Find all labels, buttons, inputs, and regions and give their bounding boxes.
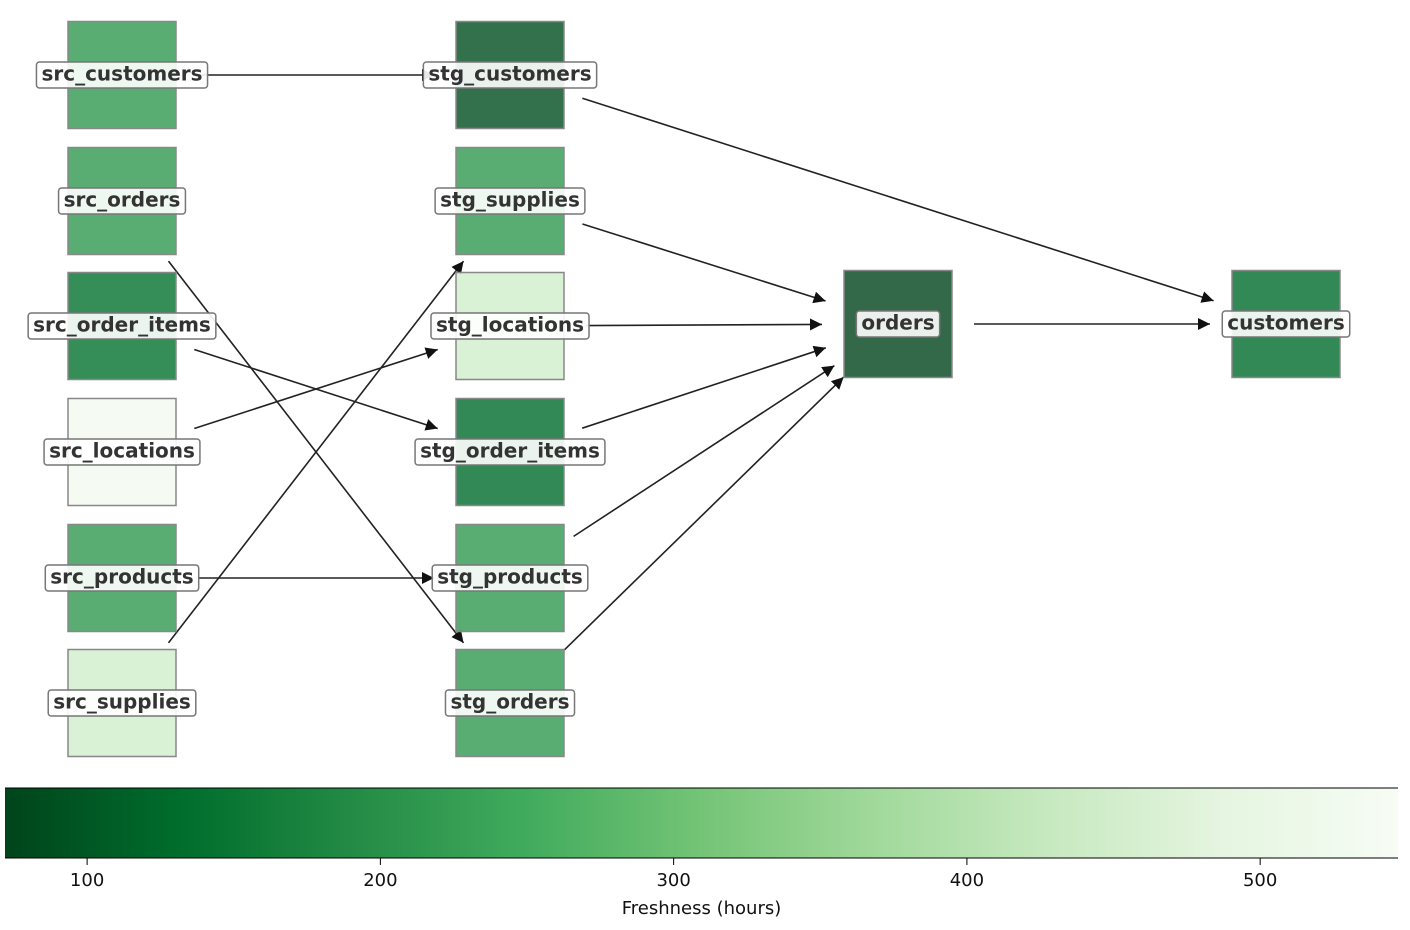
node-label-box bbox=[1221, 310, 1351, 338]
node-label-box bbox=[44, 564, 200, 592]
node-label: stg_supplies bbox=[440, 188, 580, 212]
node-label: stg_order_items bbox=[420, 439, 600, 463]
tick-label: 200 bbox=[363, 870, 397, 891]
edge bbox=[563, 376, 845, 651]
node-label-box bbox=[35, 61, 209, 89]
node-label-box bbox=[444, 689, 576, 717]
edge bbox=[582, 223, 826, 304]
node-label: src_locations bbox=[49, 439, 195, 463]
node-label: src_products bbox=[50, 565, 193, 589]
edge bbox=[573, 364, 835, 538]
node-label-box bbox=[430, 312, 590, 340]
node-label-box bbox=[422, 61, 598, 89]
node-label: src_customers bbox=[41, 62, 202, 86]
edge bbox=[585, 318, 823, 331]
node-label: stg_customers bbox=[428, 62, 591, 86]
edge bbox=[581, 345, 827, 429]
colorbar bbox=[5, 788, 1398, 858]
node-label: src_orders bbox=[64, 188, 181, 212]
node-label-box bbox=[43, 438, 201, 466]
tick-label: 400 bbox=[950, 870, 984, 891]
node-label-box bbox=[855, 310, 941, 338]
node-label: customers bbox=[1227, 311, 1344, 335]
node-label-box bbox=[47, 689, 197, 717]
tick-label: 300 bbox=[656, 870, 690, 891]
node-label-box bbox=[431, 564, 589, 592]
node-label-box bbox=[434, 187, 586, 215]
node-label-box bbox=[57, 187, 187, 215]
node-label-box bbox=[27, 312, 217, 340]
node-label-box bbox=[414, 438, 606, 466]
node-label: src_order_items bbox=[33, 313, 211, 337]
node-label: stg_orders bbox=[450, 690, 569, 714]
node-label: src_supplies bbox=[53, 690, 191, 714]
edge bbox=[194, 347, 438, 430]
colorbar-label: Freshness (hours) bbox=[622, 898, 782, 919]
tick-label: 500 bbox=[1243, 870, 1277, 891]
edge bbox=[582, 97, 1214, 303]
tick-label: 100 bbox=[70, 870, 104, 891]
node-label: stg_products bbox=[437, 565, 583, 589]
edge bbox=[167, 260, 465, 644]
node-label: orders bbox=[861, 311, 934, 335]
node-label: stg_locations bbox=[436, 313, 584, 337]
